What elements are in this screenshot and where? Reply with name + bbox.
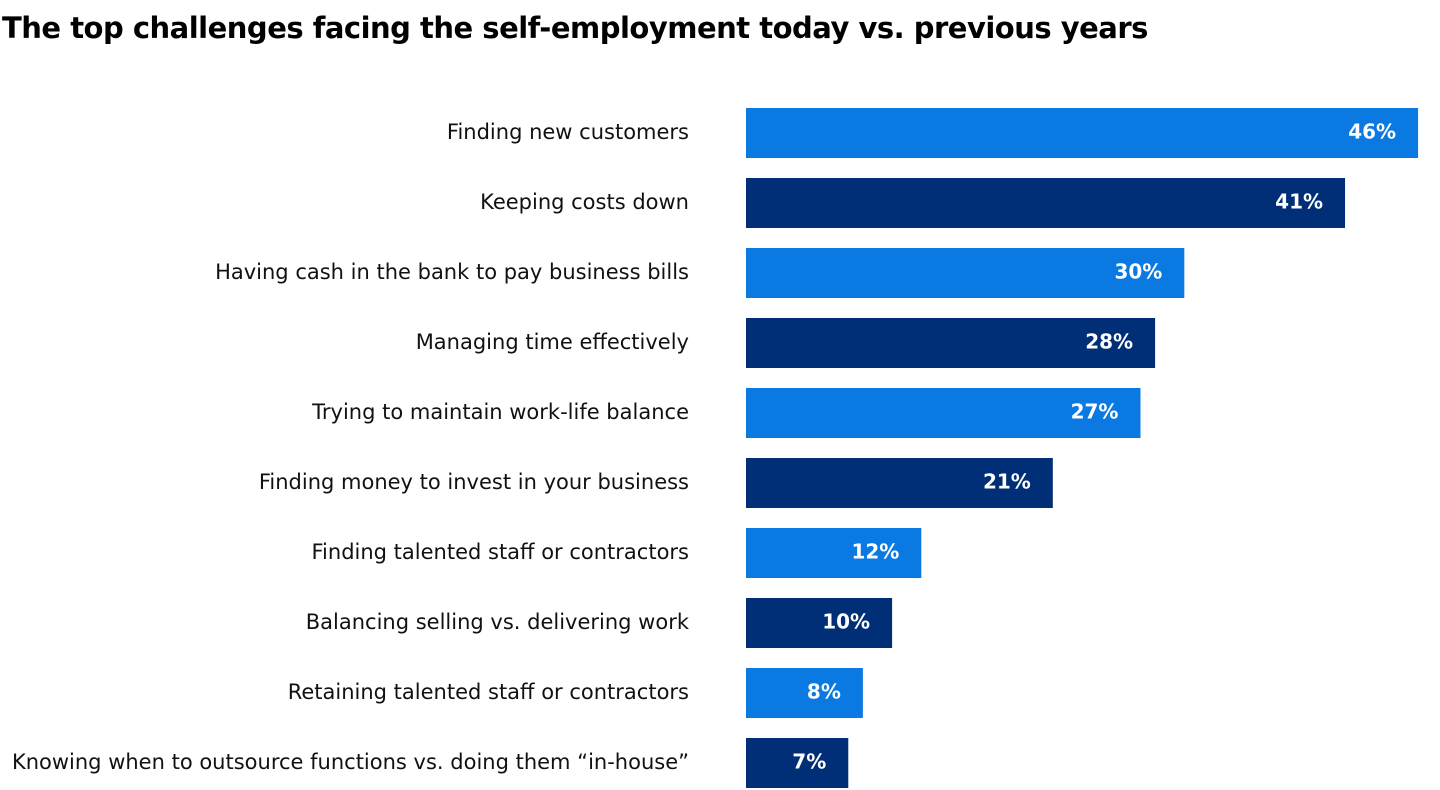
value-label: 10% — [822, 610, 870, 634]
bar — [746, 598, 893, 648]
category-label: Managing time effectively — [416, 330, 689, 354]
value-label: 27% — [1071, 400, 1119, 424]
value-label: 28% — [1085, 330, 1133, 354]
bar — [746, 108, 1419, 158]
value-label: 30% — [1114, 260, 1162, 284]
value-label: 8% — [807, 680, 841, 704]
value-label: 41% — [1275, 190, 1323, 214]
value-label: 7% — [792, 750, 826, 774]
category-label: Having cash in the bank to pay business … — [215, 260, 689, 284]
bar — [746, 458, 1053, 508]
bar — [746, 318, 1156, 368]
value-label: 21% — [983, 470, 1031, 494]
category-label: Finding talented staff or contractors — [312, 540, 690, 564]
category-label: Balancing selling vs. delivering work — [306, 610, 690, 634]
value-label: 46% — [1348, 120, 1396, 144]
category-label: Retaining talented staff or contractors — [288, 680, 689, 704]
bar — [746, 528, 922, 578]
bar — [746, 668, 863, 718]
category-label: Finding new customers — [447, 120, 689, 144]
category-label: Knowing when to outsource functions vs. … — [12, 750, 689, 774]
chart-title: The top challenges facing the self-emplo… — [2, 11, 1148, 45]
bar — [746, 738, 849, 788]
category-label: Trying to maintain work-life balance — [311, 400, 689, 424]
bar — [746, 178, 1346, 228]
bar — [746, 388, 1141, 438]
bar — [746, 248, 1185, 298]
category-label: Finding money to invest in your business — [259, 470, 689, 494]
value-label: 12% — [851, 540, 899, 564]
category-label: Keeping costs down — [480, 190, 689, 214]
